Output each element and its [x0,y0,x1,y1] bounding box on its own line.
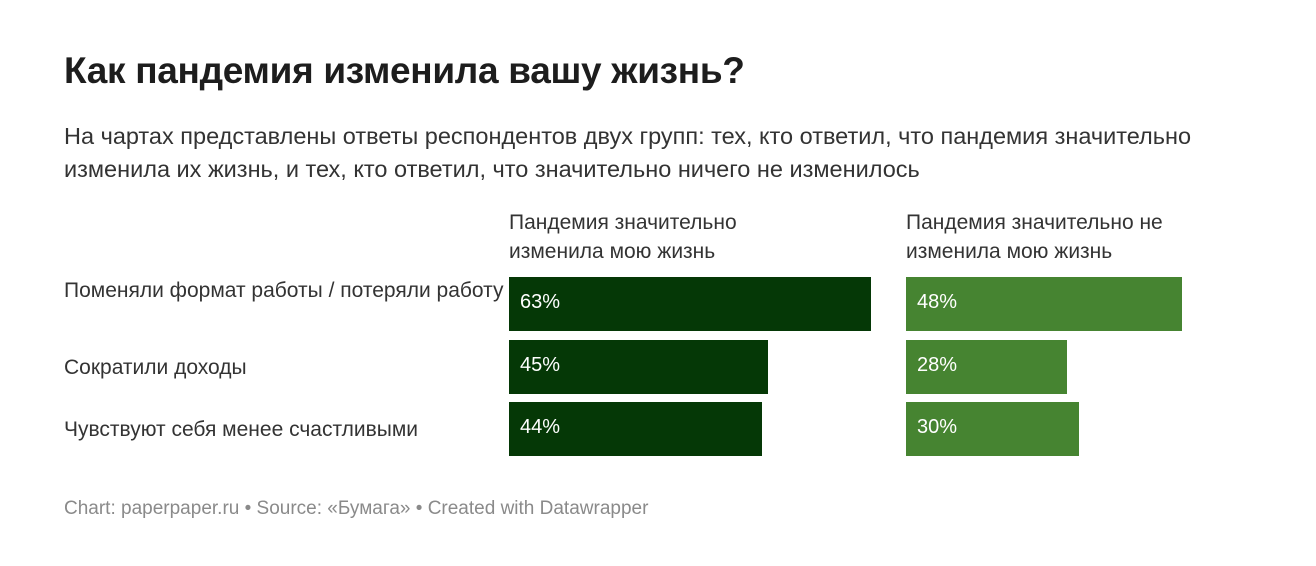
category-label: Чувствуют себя менее счастливыми [64,418,419,441]
bar-value-label: 28% [917,354,958,376]
bar-series1-row0: 48% [906,277,1182,331]
bar-value-label: 45% [520,354,561,376]
bar-value-label: 63% [520,291,561,313]
bar-series1-row1: 28% [906,340,1067,394]
category-label: Сократили доходы [64,356,247,379]
chart-subtitle: На чартах представлены ответы респондент… [64,123,1192,182]
chart-footer: Chart: paperpaper.ru • Source: «Бумага» … [64,498,649,519]
bar-value-label: 44% [520,416,561,438]
bar-series1-row2: 30% [906,402,1079,456]
series-header-1: Пандемия значительно не изменила мою жиз… [906,211,1163,263]
bar-series0-row0: 63% [509,277,872,331]
bar-value-label: 30% [917,416,958,438]
bar-series0-row1: 45% [509,340,768,394]
chart-title: Как пандемия изменила вашу жизнь? [64,50,745,91]
category-label: Поменяли формат работы / потеряли работу [64,279,504,302]
bar-series0-row2: 44% [509,402,762,456]
series-header-0: Пандемия значительно изменила мою жизнь [509,211,737,263]
bar-value-label: 48% [917,291,958,313]
